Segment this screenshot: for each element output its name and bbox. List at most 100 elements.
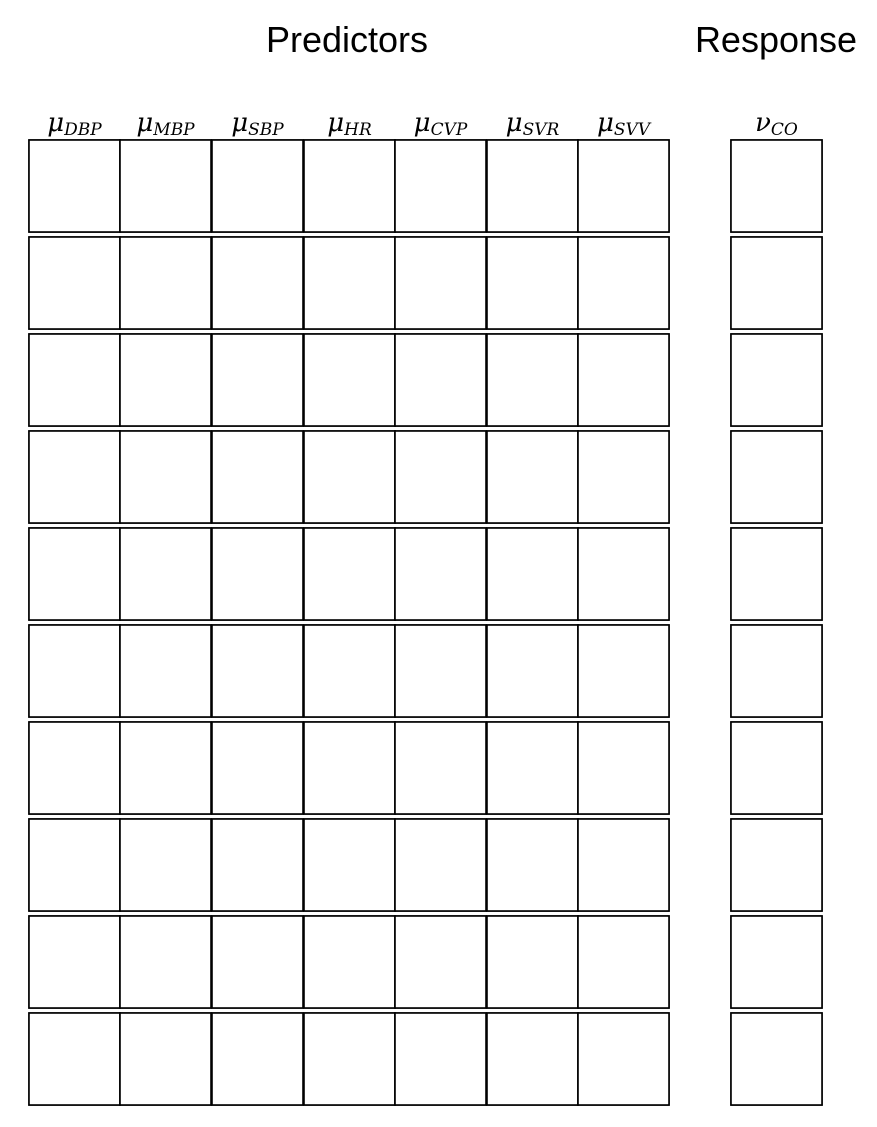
histogram-panel xyxy=(730,236,823,330)
histogram-panel xyxy=(730,818,823,912)
histogram-panel xyxy=(730,139,823,233)
panel-border xyxy=(577,1012,670,1106)
histogram-panel xyxy=(486,430,579,524)
panel-border xyxy=(730,236,823,330)
histogram-panel xyxy=(28,236,121,330)
panel-border xyxy=(486,915,579,1009)
panel-border xyxy=(28,236,121,330)
histogram-panel xyxy=(211,915,304,1009)
histogram-panels xyxy=(28,139,823,1106)
histogram-panel xyxy=(486,721,579,815)
panel-border xyxy=(394,721,487,815)
panel-border xyxy=(303,139,396,233)
panel-border xyxy=(486,333,579,427)
panel-border xyxy=(486,1012,579,1106)
column-header-mbp: μMBP xyxy=(136,108,195,140)
column-header-co: νCO xyxy=(755,108,798,140)
histogram-panel xyxy=(119,1012,212,1106)
histogram-panel xyxy=(486,624,579,718)
histogram-panel xyxy=(211,527,304,621)
panel-border xyxy=(119,527,212,621)
histogram-panel xyxy=(303,333,396,427)
panel-border xyxy=(486,818,579,912)
histogram-panel xyxy=(303,430,396,524)
histogram-panel xyxy=(28,139,121,233)
histogram-panel xyxy=(119,236,212,330)
panel-border xyxy=(119,236,212,330)
histogram-panel xyxy=(303,721,396,815)
histogram-panel xyxy=(577,236,670,330)
histogram-panel xyxy=(394,818,487,912)
histogram-panel xyxy=(394,1012,487,1106)
histogram-panel xyxy=(394,333,487,427)
panel-border xyxy=(730,721,823,815)
histogram-panel xyxy=(394,236,487,330)
panel-border xyxy=(119,333,212,427)
histogram-panel xyxy=(577,333,670,427)
panel-border xyxy=(119,430,212,524)
panel-border xyxy=(577,915,670,1009)
histogram-panel xyxy=(730,1012,823,1106)
panel-border xyxy=(303,236,396,330)
panel-border xyxy=(119,721,212,815)
histogram-panel xyxy=(577,139,670,233)
column-header-svr: μSVR xyxy=(506,108,560,140)
histogram-panel xyxy=(119,527,212,621)
histogram-panel xyxy=(211,430,304,524)
panel-border xyxy=(211,430,304,524)
panel-border xyxy=(730,915,823,1009)
panel-border xyxy=(577,721,670,815)
histogram-panel xyxy=(119,624,212,718)
histogram-panel xyxy=(486,333,579,427)
histogram-panel xyxy=(28,527,121,621)
histogram-panel xyxy=(303,527,396,621)
column-headers: μDBP μMBP μSBP μHR μCVP μSVR μSVV νCO xyxy=(47,108,798,140)
panel-border xyxy=(730,818,823,912)
histogram-panel xyxy=(119,818,212,912)
histogram-panel xyxy=(394,430,487,524)
panel-border xyxy=(577,333,670,427)
panel-border xyxy=(211,818,304,912)
panel-border xyxy=(486,527,579,621)
histogram-panel xyxy=(211,1012,304,1106)
histogram-panel xyxy=(28,1012,121,1106)
histogram-panel xyxy=(577,721,670,815)
histogram-panel xyxy=(730,915,823,1009)
panel-border xyxy=(577,430,670,524)
panel-border xyxy=(303,721,396,815)
panel-border xyxy=(119,624,212,718)
panel-border xyxy=(394,139,487,233)
column-header-sbp: μSBP xyxy=(231,108,284,140)
histogram-panel xyxy=(303,915,396,1009)
histogram-panel xyxy=(211,624,304,718)
predictors-title: Predictors xyxy=(266,19,428,60)
histogram-panel xyxy=(28,624,121,718)
panel-border xyxy=(211,333,304,427)
panel-border xyxy=(303,818,396,912)
panel-border xyxy=(303,333,396,427)
column-header-svv: μSVV xyxy=(597,108,652,140)
panel-border xyxy=(730,527,823,621)
panel-border xyxy=(28,818,121,912)
histogram-panel xyxy=(211,818,304,912)
panel-border xyxy=(303,430,396,524)
histogram-panel xyxy=(394,721,487,815)
panel-border xyxy=(28,1012,121,1106)
panel-border xyxy=(211,915,304,1009)
histogram-panel xyxy=(303,236,396,330)
histogram-panel xyxy=(730,333,823,427)
column-header-hr: μHR xyxy=(327,108,372,140)
histogram-panel xyxy=(577,1012,670,1106)
panel-border xyxy=(486,624,579,718)
histogram-panel xyxy=(577,430,670,524)
panel-border xyxy=(119,818,212,912)
histogram-panel xyxy=(577,624,670,718)
histogram-panel xyxy=(394,915,487,1009)
panel-border xyxy=(119,915,212,1009)
histogram-panel xyxy=(211,333,304,427)
panel-border xyxy=(486,139,579,233)
histogram-panel xyxy=(486,527,579,621)
panel-border xyxy=(394,915,487,1009)
panel-border xyxy=(303,1012,396,1106)
panel-border xyxy=(119,139,212,233)
